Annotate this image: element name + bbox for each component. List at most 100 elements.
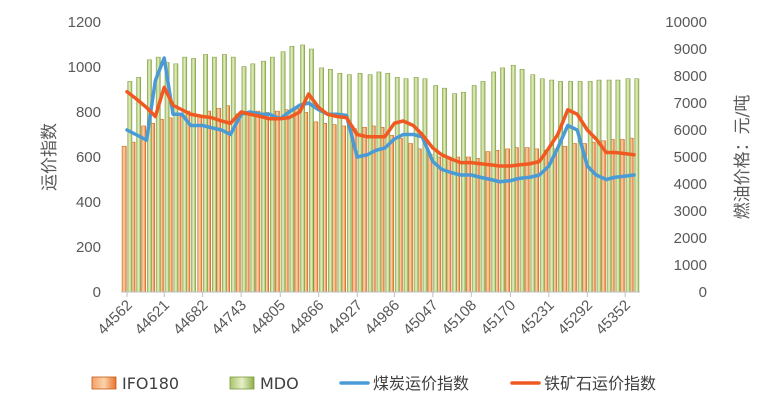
right-tick-9: 9000: [674, 41, 707, 58]
right-tick-4: 4000: [674, 176, 707, 193]
bar-mdo-11: [230, 56, 236, 293]
right-tick-7: 7000: [674, 95, 707, 112]
bar-mdo-16: [280, 51, 286, 293]
right-tick-0: 0: [699, 284, 707, 301]
bar-mdo-20: [319, 67, 324, 293]
bar-ifo180-16: [275, 110, 280, 293]
bar-mdo-44: [549, 79, 555, 293]
bar-mdo-37: [480, 81, 486, 293]
bar-mdo-35: [461, 91, 466, 293]
bar-mdo-45: [558, 81, 563, 293]
x-tick-6: 44927: [325, 297, 367, 339]
bar-mdo-5: [173, 63, 179, 293]
bar-mdo-3: [155, 56, 161, 293]
x-tick-8: 45047: [400, 297, 442, 339]
bar-mdo-24: [357, 73, 363, 293]
x-tick-2: 44682: [170, 297, 212, 339]
bar-ifo180-0: [121, 145, 127, 293]
bar-mdo-43: [539, 78, 545, 293]
line-煤炭运价指数: [125, 56, 636, 184]
right-tick-3: 3000: [674, 203, 707, 220]
right-tick-1: 1000: [674, 257, 707, 274]
x-tick-7: 44986: [362, 297, 404, 339]
bar-mdo-22: [337, 73, 343, 293]
right-tick-5: 5000: [674, 149, 707, 166]
bar-mdo-53: [634, 78, 640, 293]
right-axis-title: 燃油价格：元/吨: [733, 95, 753, 220]
left-tick-4: 800: [76, 104, 101, 121]
x-tick-12: 45292: [555, 297, 597, 339]
legend-swatch-0: [91, 376, 117, 390]
bar-ifo180-18: [294, 108, 300, 293]
bar-mdo-23: [346, 74, 352, 293]
bar-ifo180-12: [235, 113, 241, 293]
bar-mdo-30: [413, 77, 419, 293]
legend-label-1: MDO: [260, 374, 299, 393]
bar-ifo180-20: [313, 121, 319, 293]
bar-ifo180-30: [408, 143, 413, 293]
bar-mdo-47: [577, 81, 583, 293]
lines-layer: [125, 56, 636, 184]
bars-layer: [121, 44, 640, 293]
bar-mdo-34: [452, 93, 457, 293]
bar-mdo-12: [241, 66, 247, 293]
bar-mdo-27: [385, 73, 391, 293]
bar-mdo-18: [300, 44, 305, 293]
bar-ifo180-46: [562, 145, 568, 293]
bar-mdo-26: [376, 71, 382, 293]
bar-mdo-19: [309, 48, 314, 293]
x-tick-13: 45352: [593, 297, 635, 339]
bar-mdo-29: [403, 78, 409, 293]
right-tick-8: 8000: [674, 68, 707, 85]
left-tick-1: 200: [76, 239, 101, 256]
x-tick-11: 45231: [516, 297, 558, 339]
legend-label-3: 铁矿石运价指数: [544, 374, 656, 393]
bar-mdo-51: [615, 79, 621, 293]
bar-mdo-49: [596, 79, 602, 293]
legend-label-0: IFO180: [122, 374, 179, 393]
bar-ifo180-14: [255, 110, 261, 293]
bar-ifo180-42: [524, 147, 530, 293]
bar-mdo-41: [519, 69, 525, 293]
left-tick-5: 1000: [68, 59, 101, 76]
bar-mdo-28: [394, 77, 400, 293]
bar-mdo-7: [191, 58, 196, 293]
axis-layer: [121, 291, 640, 297]
bar-ifo180-52: [619, 139, 625, 293]
bar-mdo-15: [270, 56, 275, 293]
bar-ifo180-10: [216, 108, 222, 293]
bar-mdo-42: [530, 74, 536, 293]
bar-mdo-13: [250, 63, 256, 293]
bar-mdo-8: [203, 54, 208, 293]
bar-mdo-33: [442, 87, 447, 293]
bar-ifo180-40: [505, 148, 510, 293]
bar-ifo180-32: [427, 154, 433, 293]
left-axis-title: 运价指数: [40, 123, 60, 191]
right-tick-2: 2000: [674, 230, 707, 247]
x-tick-1: 44621: [132, 297, 174, 339]
bar-mdo-6: [182, 56, 188, 293]
right-tick-10: 10000: [665, 14, 707, 31]
bar-mdo-17: [289, 46, 295, 293]
bar-ifo180-50: [601, 140, 606, 293]
bar-ifo180-34: [446, 156, 452, 293]
bar-ifo180-2: [141, 125, 147, 293]
bar-mdo-52: [625, 78, 631, 293]
bar-mdo-21: [328, 69, 333, 293]
x-tick-10: 45170: [478, 297, 520, 339]
bar-mdo-1: [136, 77, 142, 293]
bar-ifo180-25: [362, 127, 367, 293]
bar-ifo180-36: [466, 156, 471, 293]
right-tick-6: 6000: [674, 122, 707, 139]
x-tick-0: 44562: [94, 297, 136, 339]
legend-label-2: 煤炭运价指数: [373, 374, 469, 393]
bar-ifo180-8: [197, 116, 203, 293]
x-tick-4: 44805: [248, 297, 290, 339]
bar-mdo-0: [127, 81, 133, 293]
bar-mdo-50: [606, 79, 612, 293]
bar-mdo-32: [433, 85, 439, 293]
legend: IFO180 MDO 煤炭运价指数 铁矿石运价指数: [91, 374, 656, 393]
line-铁矿石运价指数: [125, 85, 636, 168]
